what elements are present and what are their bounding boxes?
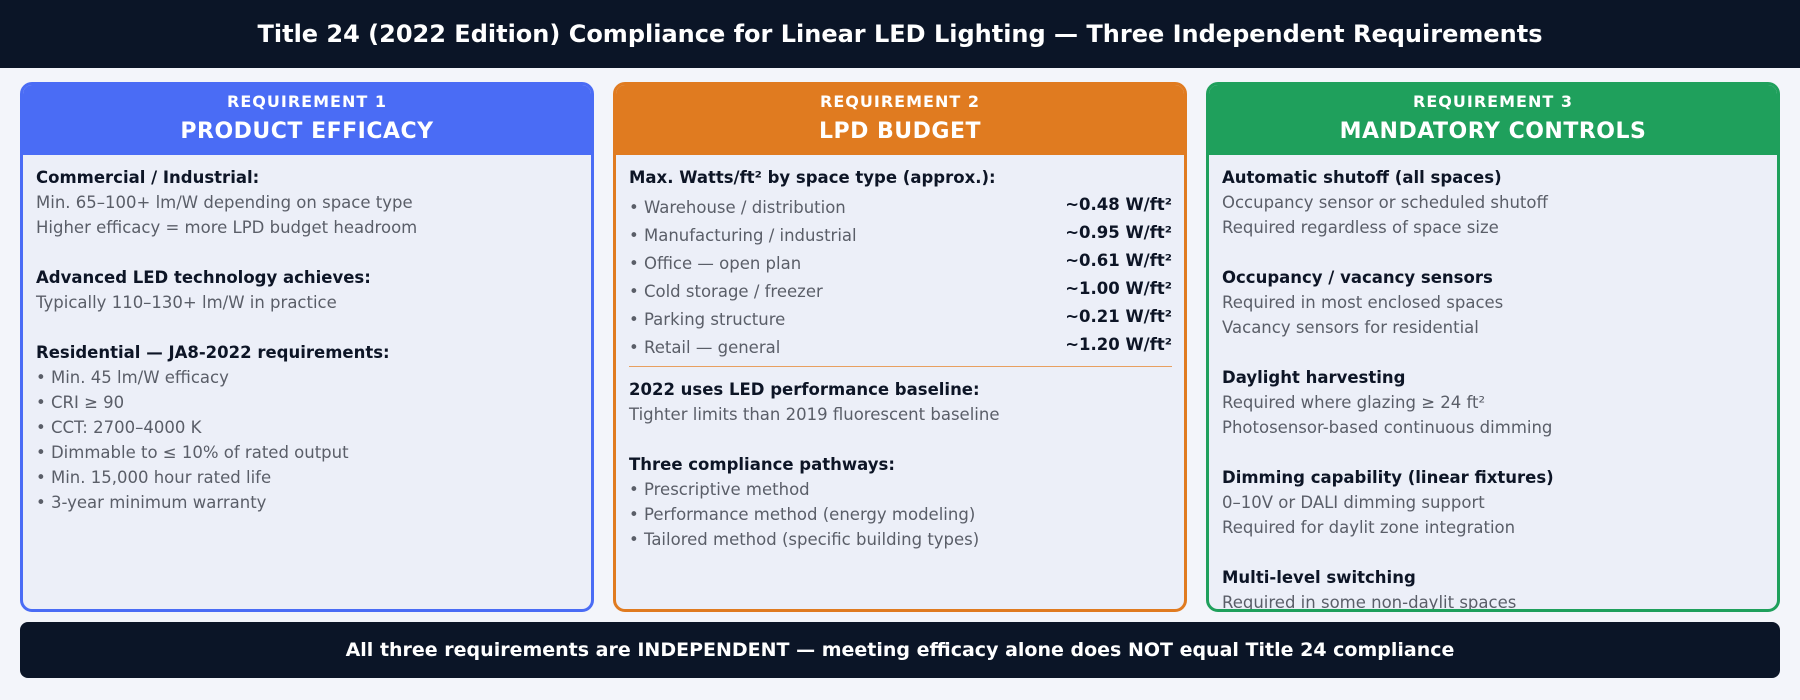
requirement-2-header: REQUIREMENT 2 LPD BUDGET	[616, 85, 1184, 155]
lpd-row: • Retail — general ~1.20 W/ft²	[629, 330, 1172, 358]
advanced-led-section-title: Advanced LED technology achieves:	[36, 268, 371, 287]
control-line: Required in most enclosed spaces	[1222, 293, 1504, 312]
control-line: 0–10V or DALI dimming support	[1222, 493, 1485, 512]
lpd-value: ~1.20 W/ft²	[1065, 334, 1172, 354]
requirement-3-number: REQUIREMENT 3	[1413, 92, 1573, 111]
requirement-1-title: PRODUCT EFFICACY	[180, 119, 434, 144]
control-section-title: Occupancy / vacancy sensors	[1222, 268, 1493, 287]
requirement-2-card: REQUIREMENT 2 LPD BUDGET Max. Watts/ft² …	[613, 82, 1187, 612]
residential-item: • Min. 45 lm/W efficacy	[36, 368, 229, 387]
requirement-1-card: REQUIREMENT 1 PRODUCT EFFICACY Commercia…	[20, 82, 594, 612]
lpd-value: ~0.48 W/ft²	[1065, 194, 1172, 214]
lpd-row: • Manufacturing / industrial ~0.95 W/ft²	[629, 218, 1172, 246]
lpd-row: • Office — open plan ~0.61 W/ft²	[629, 246, 1172, 274]
lpd-value: ~1.00 W/ft²	[1065, 278, 1172, 298]
pathway-item: • Performance method (energy modeling)	[629, 505, 976, 524]
residential-item: • Dimmable to ≤ 10% of rated output	[36, 443, 349, 462]
lpd-row: • Cold storage / freezer ~1.00 W/ft²	[629, 274, 1172, 302]
commercial-line: Higher efficacy = more LPD budget headro…	[36, 218, 418, 237]
commercial-section-title: Commercial / Industrial:	[36, 168, 260, 187]
lpd-space-type: • Retail — general	[629, 337, 781, 357]
lpd-space-type: • Manufacturing / industrial	[629, 225, 857, 245]
lpd-table: • Warehouse / distribution ~0.48 W/ft² •…	[629, 190, 1172, 358]
lpd-value: ~0.95 W/ft²	[1065, 222, 1172, 242]
pathway-item: • Prescriptive method	[629, 480, 810, 499]
baseline-line: Tighter limits than 2019 fluorescent bas…	[629, 405, 1000, 424]
residential-section-title: Residential — JA8-2022 requirements:	[36, 343, 390, 362]
commercial-line: Min. 65–100+ lm/W depending on space typ…	[36, 193, 413, 212]
lpd-value: ~0.21 W/ft²	[1065, 306, 1172, 326]
control-line: Required for daylit zone integration	[1222, 518, 1516, 537]
control-section-title: Dimming capability (linear fixtures)	[1222, 468, 1554, 487]
requirement-2-title: LPD BUDGET	[818, 119, 982, 144]
requirement-2-body: Max. Watts/ft² by space type (approx.): …	[616, 155, 1184, 552]
lpd-row: • Warehouse / distribution ~0.48 W/ft²	[629, 190, 1172, 218]
page-title: Title 24 (2022 Edition) Compliance for L…	[257, 20, 1543, 48]
lpd-space-type: • Cold storage / freezer	[629, 281, 823, 301]
control-line: Occupancy sensor or scheduled shutoff	[1222, 193, 1548, 212]
control-section-title: Automatic shutoff (all spaces)	[1222, 168, 1502, 187]
requirement-3-title: MANDATORY CONTROLS	[1339, 119, 1647, 144]
lpd-table-title: Max. Watts/ft² by space type (approx.):	[629, 168, 996, 187]
requirement-3-card: REQUIREMENT 3 MANDATORY CONTROLS Automat…	[1206, 82, 1780, 612]
control-line: Required in some non-daylit spaces	[1222, 593, 1517, 612]
control-line: Photosensor-based continuous dimming	[1222, 418, 1553, 437]
residential-item: • CRI ≥ 90	[36, 393, 125, 412]
divider	[629, 366, 1172, 367]
control-line: Vacancy sensors for residential	[1222, 318, 1479, 337]
lpd-value: ~0.61 W/ft²	[1065, 250, 1172, 270]
control-section-title: Multi-level switching	[1222, 568, 1416, 587]
requirement-3-header: REQUIREMENT 3 MANDATORY CONTROLS	[1209, 85, 1777, 155]
residential-item: • CCT: 2700–4000 K	[36, 418, 202, 437]
footer-banner: All three requirements are INDEPENDENT —…	[20, 622, 1780, 678]
lpd-space-type: • Office — open plan	[629, 253, 802, 273]
baseline-section-title: 2022 uses LED performance baseline:	[629, 380, 980, 399]
pathways-section-title: Three compliance pathways:	[629, 455, 895, 474]
advanced-led-line: Typically 110–130+ lm/W in practice	[36, 293, 337, 312]
footer-note: All three requirements are INDEPENDENT —…	[345, 639, 1455, 661]
control-line: Required where glazing ≥ 24 ft²	[1222, 393, 1486, 412]
control-section-title: Daylight harvesting	[1222, 368, 1406, 387]
requirement-2-number: REQUIREMENT 2	[820, 92, 980, 111]
lpd-space-type: • Parking structure	[629, 309, 786, 329]
requirement-1-header: REQUIREMENT 1 PRODUCT EFFICACY	[23, 85, 591, 155]
pathway-item: • Tailored method (specific building typ…	[629, 530, 980, 549]
requirement-1-number: REQUIREMENT 1	[227, 92, 387, 111]
requirement-3-body: Automatic shutoff (all spaces) Occupancy…	[1209, 155, 1777, 612]
residential-item: • Min. 15,000 hour rated life	[36, 468, 272, 487]
header-banner: Title 24 (2022 Edition) Compliance for L…	[0, 0, 1800, 68]
control-line: Required regardless of space size	[1222, 218, 1499, 237]
requirement-1-body: Commercial / Industrial: Min. 65–100+ lm…	[23, 155, 591, 515]
lpd-space-type: • Warehouse / distribution	[629, 197, 846, 217]
residential-item: • 3-year minimum warranty	[36, 493, 267, 512]
lpd-row: • Parking structure ~0.21 W/ft²	[629, 302, 1172, 330]
